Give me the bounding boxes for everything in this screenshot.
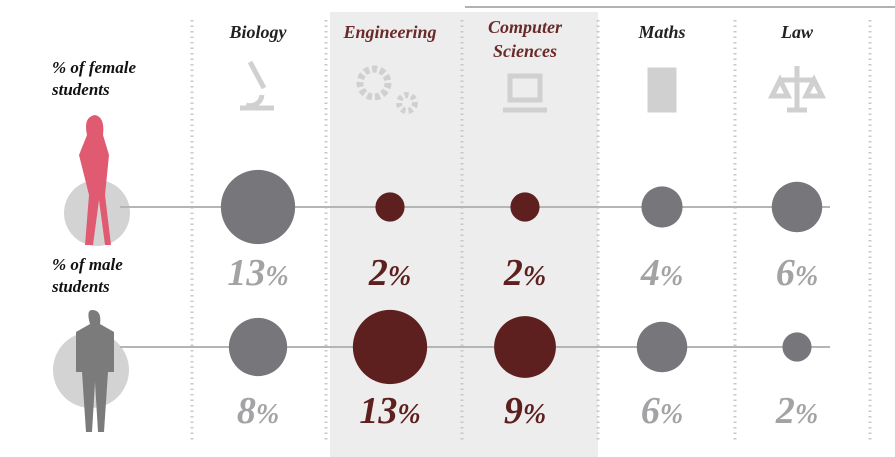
- row-label: % of male students: [51, 255, 123, 296]
- value-label: 4%: [640, 252, 683, 294]
- value-unit: %: [523, 261, 546, 292]
- bubble: [228, 317, 288, 377]
- value-number: 13: [359, 390, 397, 432]
- value-label: 2%: [368, 252, 411, 294]
- row-label-line: % of male: [52, 255, 123, 274]
- value-number: 2: [775, 390, 795, 432]
- value-unit: %: [388, 261, 411, 292]
- value-number: 13: [227, 252, 265, 294]
- value-unit: %: [660, 399, 683, 430]
- value-unit: %: [795, 261, 818, 292]
- header-word: Computer: [488, 17, 563, 37]
- column-header: Law: [780, 22, 814, 42]
- value-unit: %: [256, 399, 279, 430]
- value-label: 6%: [641, 390, 683, 432]
- highlight-band: [330, 12, 598, 457]
- value-label: 2%: [503, 252, 546, 294]
- bubble: [352, 309, 428, 385]
- icons: [240, 60, 827, 114]
- value-label: 8%: [237, 390, 279, 432]
- row-label-line: students: [51, 277, 110, 296]
- separators: [190, 20, 872, 440]
- value-unit: %: [795, 399, 818, 430]
- value-unit: %: [523, 399, 546, 430]
- value-number: 4: [640, 252, 660, 294]
- male-figure: [76, 310, 114, 432]
- column-header: Engineering: [342, 22, 436, 42]
- row-label: % of female students: [51, 58, 136, 99]
- bubble: [641, 186, 683, 228]
- female-figure: [79, 115, 111, 245]
- value-number: 8: [237, 390, 256, 432]
- bubble: [771, 181, 823, 233]
- value-label: 13%: [227, 252, 288, 294]
- bubble: [636, 321, 688, 373]
- value-number: 6: [641, 390, 660, 432]
- value-unit: %: [660, 261, 683, 292]
- value-number: 2: [503, 252, 523, 294]
- value-unit: %: [397, 399, 420, 430]
- column-header: Computer Sciences: [488, 17, 563, 61]
- value-label: 13%: [359, 390, 420, 432]
- bubble: [782, 332, 812, 362]
- value-label: 6%: [776, 252, 818, 294]
- value-number: 2: [368, 252, 388, 294]
- value-number: 9: [504, 390, 523, 432]
- row-label-line: students: [51, 80, 110, 99]
- bubble: [375, 192, 405, 222]
- value-label: 9%: [504, 390, 546, 432]
- bubble: [510, 192, 540, 222]
- bubble: [220, 169, 296, 245]
- bubble: [494, 316, 556, 378]
- row-label-line: % of female: [52, 58, 136, 77]
- column-header: Biology: [229, 22, 288, 42]
- value-label: 2%: [775, 390, 818, 432]
- header-word: Sciences: [493, 41, 557, 61]
- value-number: 6: [776, 252, 795, 294]
- value-unit: %: [265, 261, 288, 292]
- column-header: Maths: [637, 22, 685, 42]
